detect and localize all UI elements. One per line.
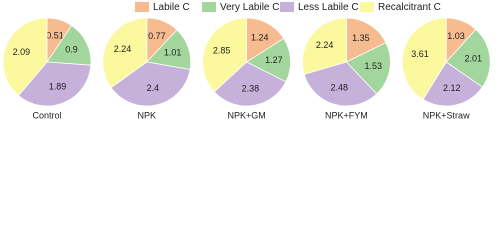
- pie-slice: [346, 17, 387, 63]
- pie-slice: [213, 61, 287, 107]
- pie-title: NPK+Straw: [423, 110, 470, 120]
- value-label: 1.24: [251, 32, 269, 42]
- pie-slice: [2, 17, 48, 97]
- pie-slice: [202, 17, 247, 93]
- pie-slice: [445, 28, 491, 88]
- value-label: 0.77: [148, 31, 166, 41]
- value-label: 0.51: [46, 30, 64, 40]
- legend-label: Recalcitrant C: [378, 2, 441, 13]
- pie-title: NPK+FYM: [325, 110, 368, 120]
- pie-slice: [245, 37, 291, 83]
- pie-title: NPK+GM: [227, 110, 265, 120]
- value-label: 3.61: [411, 49, 429, 59]
- pie-title: Control: [32, 110, 61, 120]
- chart: Labile C Very Labile C Less Labile C Recalc…: [2, 2, 491, 120]
- pie-slice: [110, 61, 191, 107]
- value-label: 1.27: [265, 55, 283, 65]
- value-label: 2.38: [242, 83, 260, 93]
- value-label: 2.4: [147, 83, 160, 93]
- value-label: 1.03: [447, 31, 465, 41]
- value-label: 2.09: [13, 47, 31, 57]
- legend-swatch: [135, 2, 149, 12]
- legend-swatch: [360, 2, 374, 12]
- value-label: 2.24: [114, 44, 132, 54]
- pie-slice: [303, 61, 378, 107]
- value-label: 1.53: [364, 61, 382, 71]
- value-label: 2.01: [465, 53, 483, 63]
- pie-slice: [302, 17, 347, 75]
- value-label: 1.01: [164, 48, 182, 58]
- value-label: 2.12: [443, 83, 461, 93]
- legend-label: Less Labile C: [298, 2, 359, 13]
- value-label: 2.85: [213, 45, 231, 55]
- pie-slice: [102, 17, 148, 89]
- value-label: 0.9: [65, 44, 78, 54]
- value-label: 1.89: [49, 82, 67, 92]
- pie-title: NPK: [138, 110, 157, 120]
- pie-slice: [422, 61, 483, 107]
- pie-slice: [46, 24, 92, 66]
- legend-swatch: [280, 2, 294, 12]
- value-label: 1.35: [352, 33, 370, 43]
- legend-label: Very Labile C: [220, 2, 279, 13]
- legend-swatch: [202, 2, 216, 12]
- pie-slice: [17, 61, 92, 107]
- legend-label: Labile C: [153, 2, 190, 13]
- value-label: 2.48: [331, 83, 349, 93]
- pie-slice: [401, 17, 447, 100]
- pie-slice: [345, 42, 391, 95]
- value-label: 2.24: [316, 40, 334, 50]
- pie-slice: [246, 17, 285, 63]
